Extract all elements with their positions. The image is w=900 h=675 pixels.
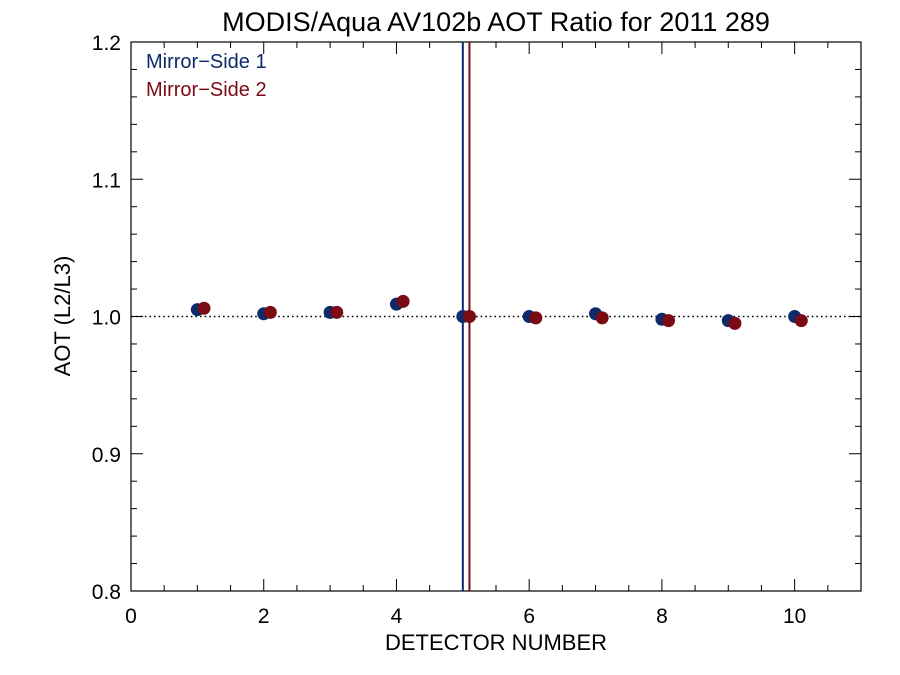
- plot-area: 0 2 4 6 8 10 0.8 0.9 1.0 1.1 1.2: [92, 32, 862, 628]
- axis-ticks: 0 2 4 6 8 10 0.8 0.9 1.0 1.1 1.2: [92, 32, 862, 628]
- x-tick-label: 0: [125, 605, 137, 628]
- x-tick-label: 2: [258, 605, 270, 628]
- y-tick-label: 1.1: [92, 169, 121, 192]
- mirror-side-2-point: [396, 294, 410, 308]
- chart-title: MODIS/Aqua AV102b AOT Ratio for 2011 289: [222, 7, 770, 37]
- x-tick-label: 10: [783, 605, 806, 628]
- data-points: [190, 294, 808, 330]
- mirror-side-2-point: [794, 314, 808, 328]
- mirror-side-2-point: [330, 305, 344, 319]
- mirror-side-2-point: [595, 311, 609, 325]
- mirror-side-2-point: [462, 310, 476, 323]
- legend-entry-mirror-side-1: Mirror−Side 1: [146, 51, 267, 73]
- mirror-side-2-point: [728, 316, 742, 330]
- x-axis-label: DETECTOR NUMBER: [385, 630, 607, 655]
- x-tick-label: 6: [523, 605, 535, 628]
- mirror-side-2-point: [662, 314, 676, 328]
- legend: Mirror−Side 1 Mirror−Side 2: [146, 51, 267, 101]
- mirror-side-2-point: [197, 301, 211, 315]
- y-tick-label: 0.8: [92, 581, 121, 604]
- x-tick-label: 4: [391, 605, 403, 628]
- y-axis-label: AOT (L2/L3): [50, 256, 75, 377]
- mirror-side-2-point: [263, 305, 277, 319]
- legend-entry-mirror-side-2: Mirror−Side 2: [146, 79, 267, 101]
- y-tick-label: 0.9: [92, 444, 121, 467]
- y-tick-label: 1.0: [92, 307, 121, 330]
- y-tick-label: 1.2: [92, 32, 121, 55]
- x-tick-label: 8: [656, 605, 668, 628]
- mirror-side-2-point: [529, 311, 543, 325]
